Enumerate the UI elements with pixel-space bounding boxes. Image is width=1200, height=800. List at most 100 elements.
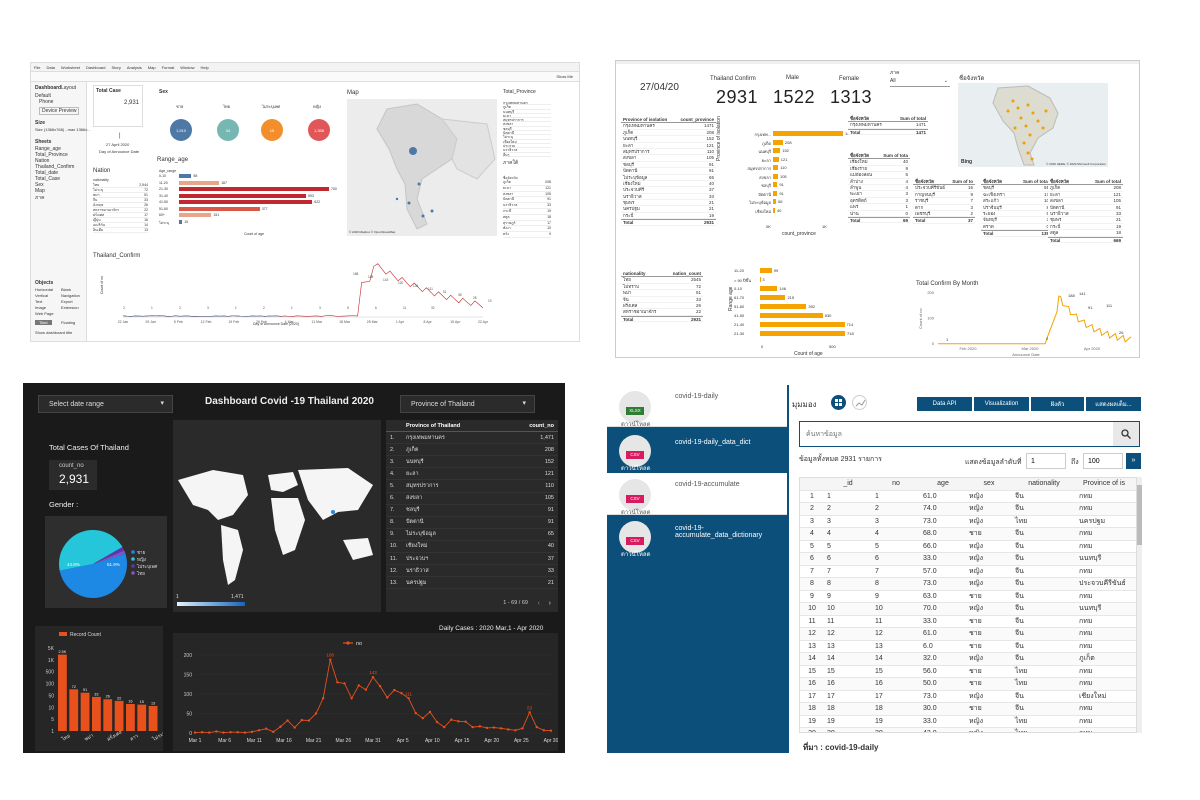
menu-help[interactable]: Help <box>200 65 208 70</box>
daily-point[interactable] <box>244 731 246 733</box>
record-bar[interactable] <box>81 693 90 731</box>
show-title-checkbox[interactable]: Show dashboard title <box>35 330 72 335</box>
daily-point[interactable] <box>372 676 374 678</box>
daily-point[interactable] <box>550 729 552 731</box>
dataset-item[interactable]: CSV ดาวน์โหลด covid-19-accumulate_data_dic… <box>607 515 787 557</box>
pb-map[interactable]: Bing © 2020 HERE, © 2020 Microsoft Corpo… <box>958 83 1108 167</box>
col-header[interactable]: _id <box>824 480 872 487</box>
daily-point[interactable] <box>208 731 210 733</box>
embed-button[interactable]: ฝังตัว <box>1031 397 1084 411</box>
record-bar[interactable] <box>92 697 101 731</box>
daily-point[interactable] <box>386 696 388 698</box>
object-navigation[interactable]: Navigation <box>61 293 80 298</box>
tiled-toggle[interactable]: Tiled <box>35 320 52 325</box>
iso-bar[interactable] <box>773 157 779 162</box>
record-bar[interactable] <box>115 701 124 731</box>
iso-bar[interactable] <box>773 208 775 213</box>
daily-point[interactable] <box>229 731 231 733</box>
age-bar[interactable] <box>760 295 785 300</box>
daily-point[interactable] <box>215 730 217 732</box>
menu-map[interactable]: Map <box>148 65 156 70</box>
object-text[interactable]: Text <box>35 299 42 304</box>
menu-analysis[interactable]: Analysis <box>127 65 142 70</box>
age-bar[interactable] <box>179 187 329 191</box>
province-select[interactable]: Province of Thailand ▾ <box>400 395 535 413</box>
iso-bar[interactable] <box>773 140 783 145</box>
count-header[interactable]: count_no <box>520 423 558 429</box>
data-row[interactable]: 3 3 3 73.0 หญิง ไทย นครปฐม <box>800 516 1136 529</box>
chart-view-button[interactable] <box>852 395 867 410</box>
age-bar[interactable] <box>760 331 845 336</box>
data-row[interactable]: 8 8 8 73.0 หญิง จีน ประจวบคีรีขันธ์ <box>800 578 1136 591</box>
daily-point[interactable] <box>521 727 523 729</box>
daily-point[interactable] <box>329 658 331 660</box>
daily-point[interactable] <box>222 731 224 733</box>
show-me-button[interactable]: Show Me <box>556 74 573 79</box>
age-bar[interactable] <box>760 322 845 327</box>
age-bar[interactable] <box>179 200 312 204</box>
daily-point[interactable] <box>201 731 203 733</box>
province-header[interactable]: Province of Thailand <box>406 423 520 429</box>
daily-point[interactable] <box>286 719 288 721</box>
daily-point[interactable] <box>194 731 196 733</box>
province-row[interactable]: 10. เชียงใหม่ 40 <box>386 541 558 553</box>
dataset-name[interactable]: covid-19-daily <box>675 393 783 400</box>
age-bar[interactable] <box>179 181 219 185</box>
daily-point[interactable] <box>450 719 452 721</box>
date-range-select[interactable]: Select date range ▾ <box>38 395 173 413</box>
province-row[interactable]: 11. ประจวบฯ 37 <box>386 553 558 565</box>
object-vertical[interactable]: Vertical <box>35 293 48 298</box>
iso-bar[interactable] <box>773 148 780 153</box>
daily-point[interactable] <box>415 712 417 714</box>
col-header[interactable]: no <box>872 480 920 487</box>
dataset-item[interactable]: XLSX ดาวน์โหลด covid-19-daily <box>607 385 787 427</box>
age-bar[interactable] <box>179 207 260 211</box>
daily-point[interactable] <box>479 725 481 727</box>
age-bar[interactable] <box>760 313 823 318</box>
daily-point[interactable] <box>507 728 509 730</box>
object-extension[interactable]: Extension <box>61 305 79 310</box>
province-row[interactable]: 8. ปัตตานี 91 <box>386 517 558 529</box>
daily-point[interactable] <box>536 726 538 728</box>
age-bar[interactable] <box>760 304 806 309</box>
device-preview-button[interactable]: Device Preview <box>39 107 79 115</box>
data-row[interactable]: 9 9 9 63.0 ชาย จีน กทม <box>800 591 1136 604</box>
world-map-panel[interactable]: 1 1,471 <box>173 420 381 612</box>
record-bar[interactable] <box>137 705 146 731</box>
daily-point[interactable] <box>486 727 488 729</box>
dataset-item[interactable]: CSV ดาวน์โหลด covid-19-daily_data_dict <box>607 429 787 471</box>
record-bar[interactable] <box>126 704 135 731</box>
data-row[interactable]: 10 10 10 70.0 หญิง จีน นนทบุรี <box>800 603 1136 616</box>
daily-point[interactable] <box>293 726 295 728</box>
daily-point[interactable] <box>322 697 324 699</box>
data-row[interactable]: 20202043.0หญิงไทยกทม <box>800 728 1136 733</box>
age-bar[interactable] <box>179 220 182 224</box>
iso-bar[interactable] <box>773 182 777 187</box>
daily-point[interactable] <box>464 720 466 722</box>
range-to-input[interactable] <box>1083 453 1123 469</box>
menu-format[interactable]: Format <box>162 65 175 70</box>
daily-point[interactable] <box>272 731 274 733</box>
dataset-name[interactable]: covid-19-accumulate <box>675 481 783 488</box>
data-row[interactable]: 7 7 7 57.0 หญิง จีน กทม <box>800 566 1136 579</box>
tab-dashboard[interactable]: Dashboard <box>35 85 61 91</box>
iso-bar[interactable] <box>773 199 776 204</box>
daily-point[interactable] <box>251 731 253 733</box>
object-blank[interactable]: Blank <box>61 287 71 292</box>
daily-point[interactable] <box>436 721 438 723</box>
daily-point[interactable] <box>350 697 352 699</box>
object-horizontal[interactable]: Horizontal <box>35 287 53 292</box>
visualization-button[interactable]: Visualization <box>974 397 1029 411</box>
daily-point[interactable] <box>237 731 239 733</box>
next-page-icon[interactable]: › <box>549 600 551 607</box>
download-label[interactable]: ดาวน์โหลด <box>621 463 651 473</box>
daily-point[interactable] <box>500 727 502 729</box>
data-row[interactable]: 17 17 17 73.0 หญิง จีน เชียงใหม่ <box>800 691 1136 704</box>
daily-point[interactable] <box>393 689 395 691</box>
dataset-name[interactable]: covid-19-accumulate_data_dictionary <box>675 525 783 539</box>
dataset-item[interactable]: CSV ดาวน์โหลด covid-19-accumulate <box>607 473 787 515</box>
daily-point[interactable] <box>443 726 445 728</box>
col-header[interactable]: sex <box>966 480 1012 487</box>
daily-point[interactable] <box>429 711 431 713</box>
menu-data[interactable]: Data <box>46 65 54 70</box>
